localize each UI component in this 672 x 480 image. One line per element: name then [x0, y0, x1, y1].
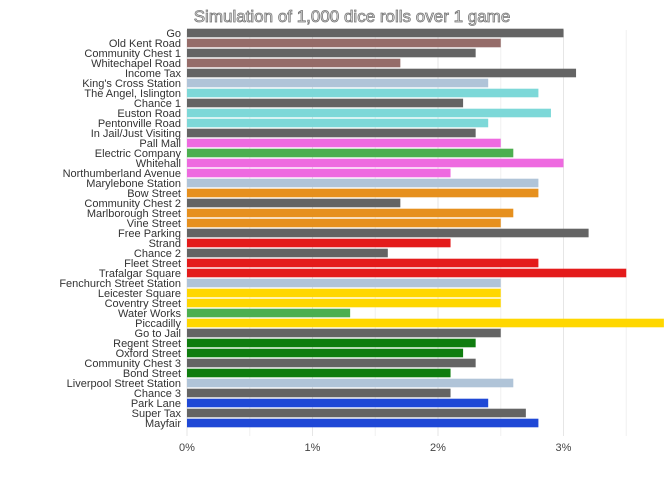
- bar-whitechapel-road: [187, 58, 401, 68]
- category-label-old-kent-road: Old Kent Road: [109, 38, 181, 50]
- category-label-go-to-jail: Go to Jail: [135, 328, 181, 340]
- category-label-piccadilly: Piccadilly: [135, 318, 181, 330]
- category-label-free-parking: Free Parking: [118, 228, 181, 240]
- bar-pall-mall: [187, 138, 501, 148]
- bar-oxford-street: [187, 348, 464, 358]
- category-label-chance-2: Chance 2: [134, 248, 181, 260]
- bar-park-lane: [187, 398, 489, 408]
- category-label-euston-road: Euston Road: [117, 108, 181, 120]
- bar-free-parking: [187, 228, 589, 238]
- category-label-bond-street: Bond Street: [123, 368, 181, 380]
- category-label-vine-street: Vine Street: [127, 218, 181, 230]
- bar-go: [187, 28, 564, 38]
- bar-trafalgar-square: [187, 268, 627, 278]
- category-label-marlborough-street: Marlborough Street: [87, 208, 181, 220]
- category-label-fleet-street: Fleet Street: [124, 258, 181, 270]
- category-label-whitechapel-road: Whitechapel Road: [91, 58, 181, 70]
- bar-regent-street: [187, 338, 476, 348]
- bar-mayfair: [187, 418, 539, 428]
- bar-pentonville-road: [187, 118, 489, 128]
- bar-chance-3: [187, 388, 451, 398]
- category-label-mayfair: Mayfair: [145, 418, 181, 430]
- category-label-the-angel-islington: The Angel, Islington: [84, 88, 181, 100]
- bar-liverpool-street-station: [187, 378, 514, 388]
- x-axis-ticks: 0% 1% 2% 3%: [179, 442, 572, 454]
- bar-electric-company: [187, 148, 514, 158]
- bar-in-jail-just-visiting: [187, 128, 476, 138]
- bar-community-chest-1: [187, 48, 476, 58]
- bar-king-s-cross-station: [187, 78, 489, 88]
- bar-strand: [187, 238, 451, 248]
- bar-layer: [187, 28, 664, 428]
- bar-old-kent-road: [187, 38, 501, 48]
- bar-marylebone-station: [187, 178, 539, 188]
- category-label-community-chest-1: Community Chest 1: [84, 48, 181, 60]
- category-label-northumberland-avenue: Northumberland Avenue: [63, 168, 181, 180]
- category-label-income-tax: Income Tax: [125, 68, 182, 80]
- category-label-oxford-street: Oxford Street: [116, 348, 181, 360]
- category-label-king-s-cross-station: King's Cross Station: [82, 78, 181, 90]
- category-label-fenchurch-street-station: Fenchurch Street Station: [59, 278, 181, 290]
- category-label-community-chest-2: Community Chest 2: [84, 198, 181, 210]
- bar-chance-2: [187, 248, 388, 258]
- category-label-coventry-street: Coventry Street: [105, 298, 181, 310]
- bar-marlborough-street: [187, 208, 514, 218]
- chart-title: Simulation of 1,000 dice rolls over 1 ga…: [194, 7, 511, 26]
- x-tick-label-3: 3%: [556, 442, 572, 454]
- category-label-bow-street: Bow Street: [127, 188, 181, 200]
- category-label-regent-street: Regent Street: [113, 338, 181, 350]
- bar-community-chest-2: [187, 198, 401, 208]
- bar-go-to-jail: [187, 328, 501, 338]
- category-label-community-chest-3: Community Chest 3: [84, 358, 181, 370]
- bar-piccadilly: [187, 318, 664, 328]
- bar-water-works: [187, 308, 351, 318]
- category-label-electric-company: Electric Company: [95, 148, 182, 160]
- category-label-chance-3: Chance 3: [134, 388, 181, 400]
- category-label-chance-1: Chance 1: [134, 98, 181, 110]
- category-label-super-tax: Super Tax: [132, 408, 182, 420]
- category-label-liverpool-street-station: Liverpool Street Station: [67, 378, 181, 390]
- bar-fenchurch-street-station: [187, 278, 501, 288]
- bar-euston-road: [187, 108, 551, 118]
- category-label-in-jail-just-visiting: In Jail/Just Visiting: [91, 128, 181, 140]
- bar-northumberland-avenue: [187, 168, 451, 178]
- category-label-pentonville-road: Pentonville Road: [98, 118, 181, 130]
- category-label-marylebone-station: Marylebone Station: [86, 178, 181, 190]
- bar-bond-street: [187, 368, 451, 378]
- category-label-strand: Strand: [149, 238, 181, 250]
- x-tick-label-0: 0%: [179, 442, 195, 454]
- bar-coventry-street: [187, 298, 501, 308]
- category-label-leicester-square: Leicester Square: [98, 288, 181, 300]
- bar-chance-1: [187, 98, 464, 108]
- category-label-go: Go: [166, 28, 181, 40]
- bar-leicester-square: [187, 288, 501, 298]
- category-label-pall-mall: Pall Mall: [139, 138, 181, 150]
- category-label-park-lane: Park Lane: [131, 398, 181, 410]
- bar-bow-street: [187, 188, 539, 198]
- bar-super-tax: [187, 408, 526, 418]
- bar-community-chest-3: [187, 358, 476, 368]
- x-tick-label-1: 1%: [305, 442, 321, 454]
- category-label-water-works: Water Works: [118, 308, 181, 320]
- bar-vine-street: [187, 218, 501, 228]
- category-label-trafalgar-square: Trafalgar Square: [99, 268, 181, 280]
- bar-the-angel-islington: [187, 88, 539, 98]
- bar-fleet-street: [187, 258, 539, 268]
- bar-income-tax: [187, 68, 577, 78]
- bar-whitehall: [187, 158, 564, 168]
- category-label-whitehall: Whitehall: [136, 158, 181, 170]
- x-tick-label-2: 2%: [430, 442, 446, 454]
